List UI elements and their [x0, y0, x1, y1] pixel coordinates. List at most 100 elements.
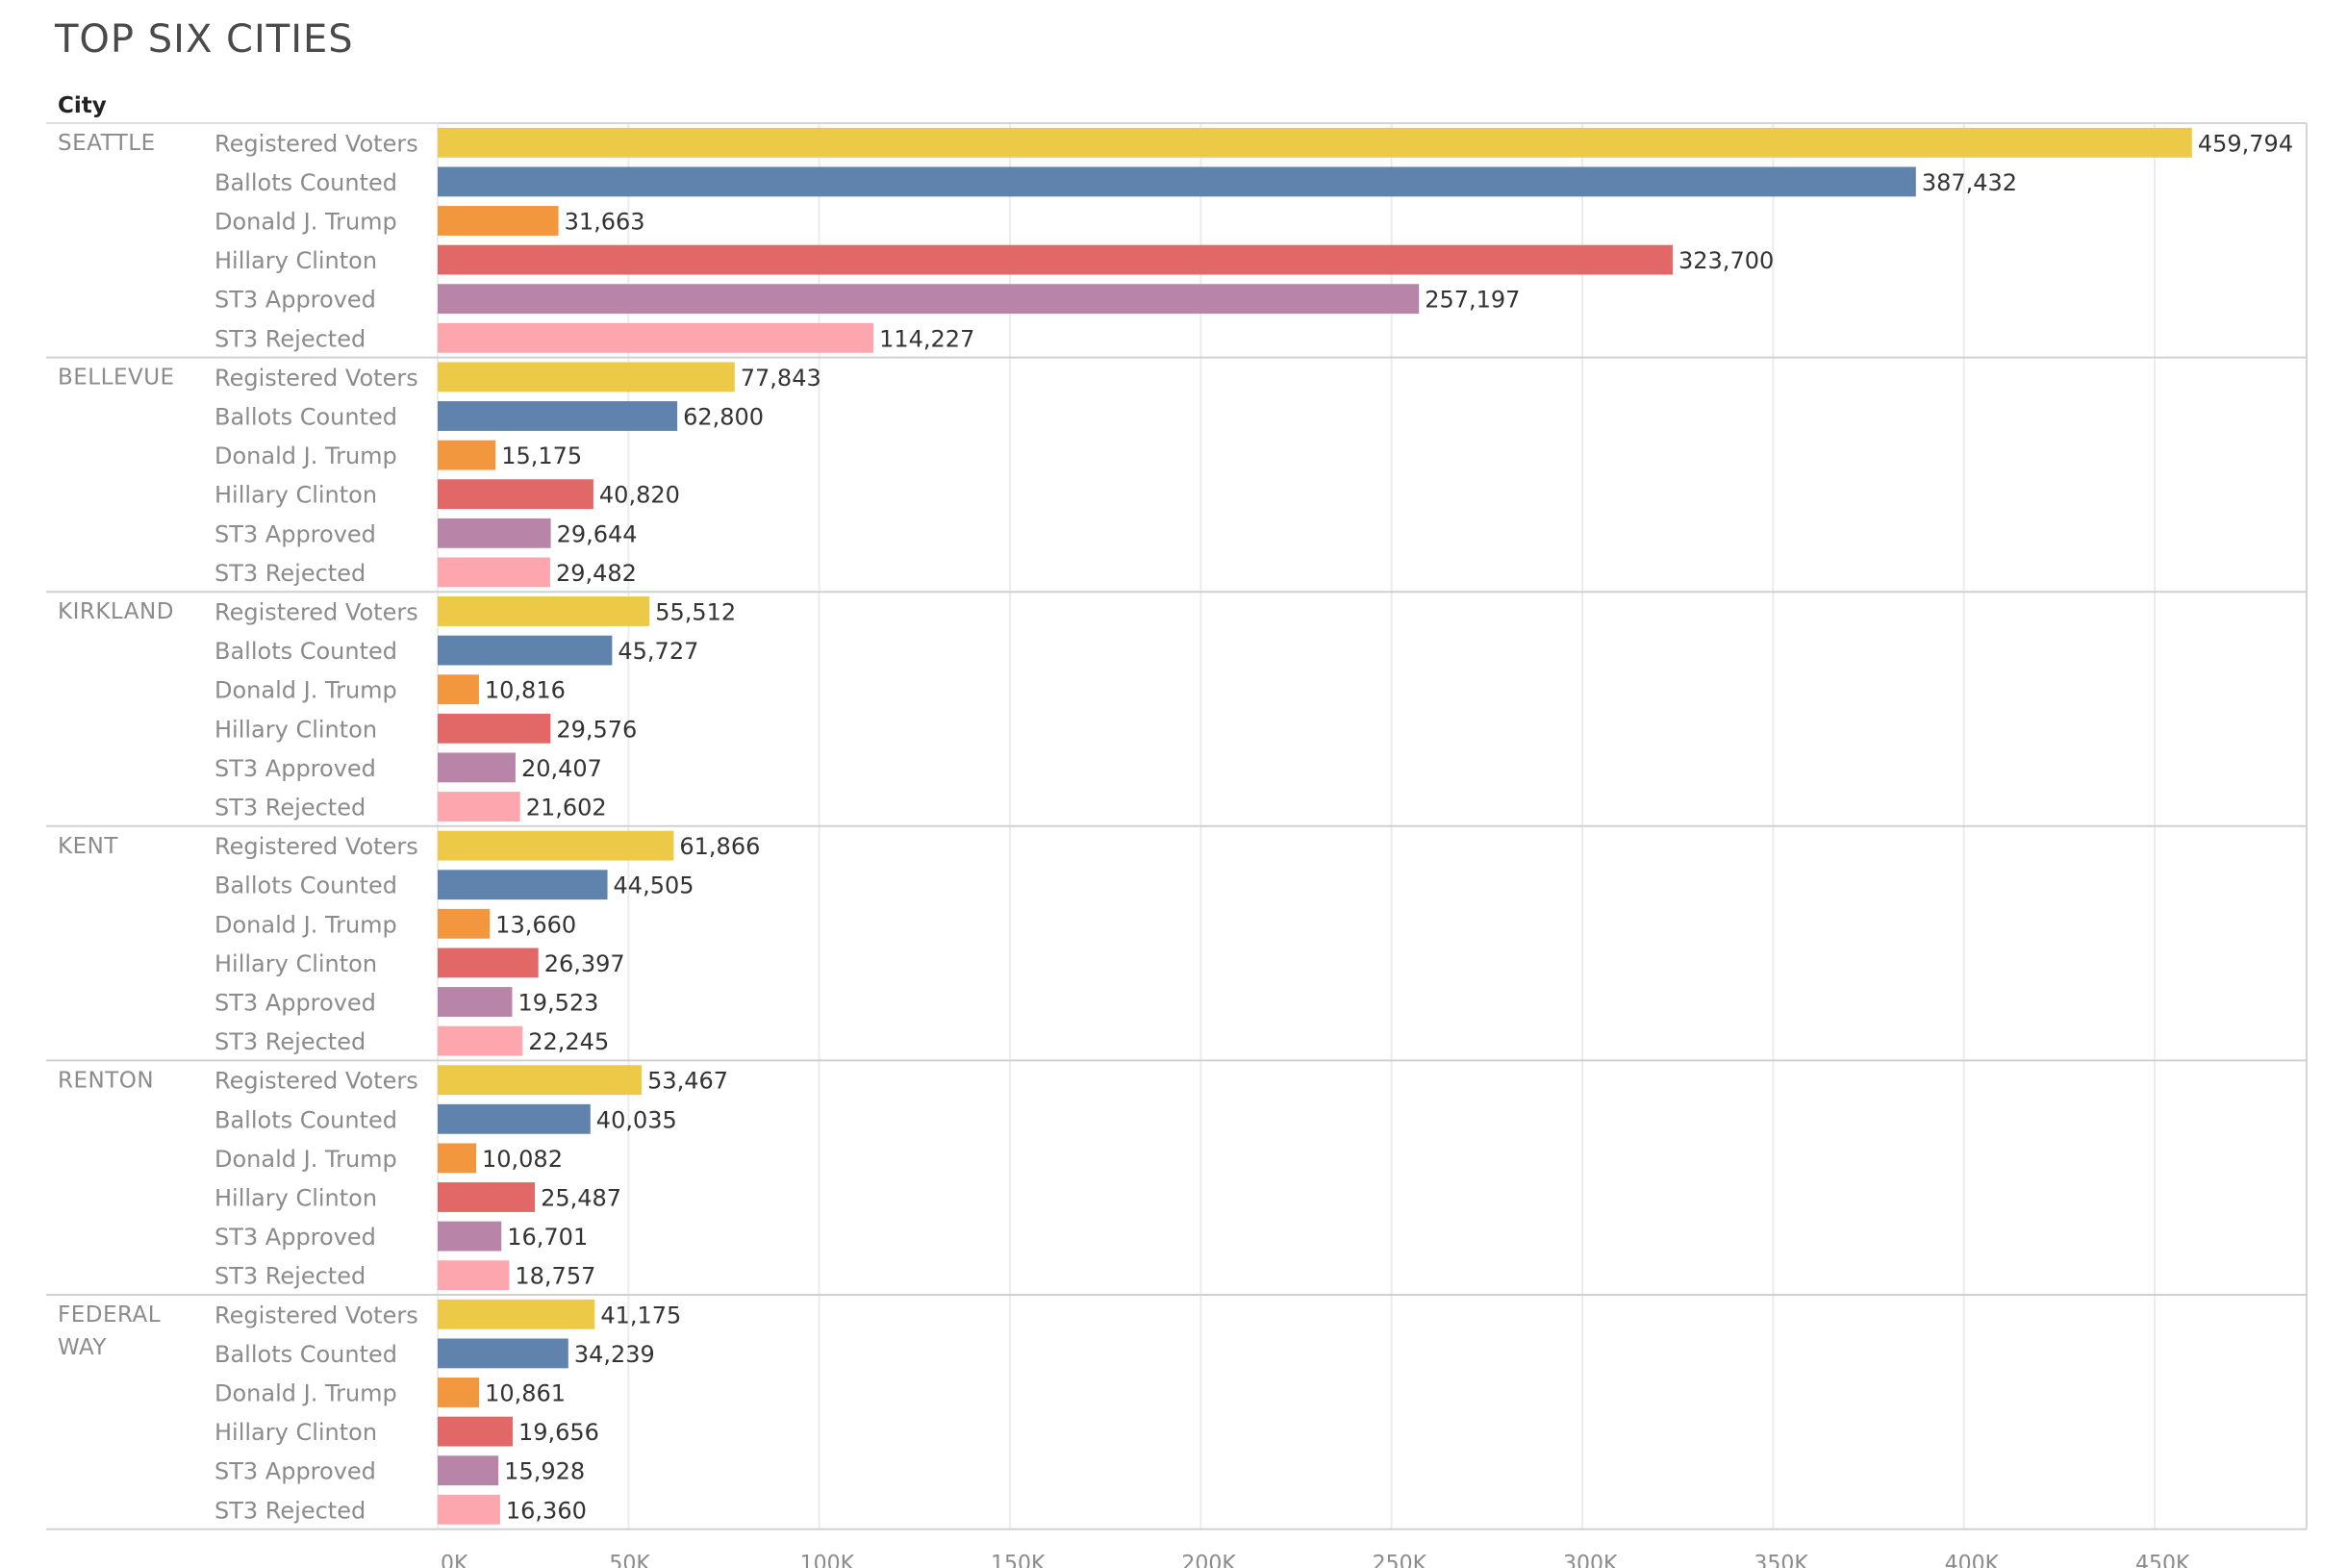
bar	[438, 987, 513, 1017]
bar	[438, 244, 1674, 275]
bar	[438, 1494, 500, 1525]
measure-label: Donald J. Trump	[215, 911, 397, 938]
measure-label: Registered Voters	[215, 130, 418, 157]
measure-label: Hillary Clinton	[215, 716, 377, 743]
bar	[438, 518, 551, 548]
value-label: 40,820	[599, 482, 680, 509]
measure-label: Ballots Counted	[215, 638, 397, 665]
measure-label: Registered Voters	[215, 1068, 418, 1095]
row-header-label: City	[58, 93, 107, 118]
measure-label: ST3 Approved	[215, 990, 376, 1017]
measure-label: ST3 Approved	[215, 1458, 376, 1485]
city-label: BELLEVUE	[58, 366, 175, 391]
value-label: 53,467	[647, 1068, 728, 1095]
bar	[438, 1025, 523, 1056]
bar	[438, 166, 1916, 197]
value-label: 29,482	[556, 560, 637, 587]
bar	[438, 1143, 476, 1174]
value-label: 15,175	[501, 443, 582, 469]
bar	[438, 1338, 568, 1369]
x-tick-label: 50K	[609, 1553, 650, 1568]
value-label: 387,432	[1922, 169, 2017, 196]
bar	[438, 596, 650, 626]
bar	[438, 401, 678, 431]
x-tick-label: 400K	[1945, 1553, 2000, 1568]
bar	[438, 1455, 499, 1486]
measure-label: Registered Voters	[215, 833, 418, 860]
bar	[438, 440, 496, 470]
measure-label: Hillary Clinton	[215, 482, 377, 509]
bar	[438, 127, 2192, 158]
value-label: 62,800	[683, 404, 764, 431]
city-label: KENT	[58, 834, 118, 859]
value-label: 257,197	[1425, 287, 1520, 314]
measure-label: ST3 Rejected	[215, 1263, 366, 1290]
bar	[438, 908, 491, 939]
bar	[438, 1378, 480, 1407]
bar	[438, 1221, 502, 1252]
measure-label: Registered Voters	[215, 1302, 418, 1328]
measure-label: Donald J. Trump	[215, 1146, 397, 1173]
measure-label: ST3 Approved	[215, 755, 376, 782]
bar	[438, 557, 550, 588]
measure-label: Hillary Clinton	[215, 247, 377, 274]
value-label: 29,644	[557, 520, 638, 547]
value-label: 31,663	[565, 209, 645, 236]
value-label: 22,245	[528, 1028, 609, 1055]
bar	[438, 752, 516, 783]
measure-label: Ballots Counted	[215, 169, 397, 196]
x-tick-label: 0K	[441, 1553, 468, 1568]
measure-label: Hillary Clinton	[215, 1419, 377, 1446]
value-label: 45,727	[618, 638, 698, 665]
bar	[438, 322, 874, 353]
measure-label: Donald J. Trump	[215, 677, 397, 704]
measure-label: Registered Voters	[215, 365, 418, 392]
x-tick-label: 150K	[991, 1553, 1046, 1568]
bar	[438, 362, 735, 392]
measure-label: ST3 Rejected	[215, 1028, 366, 1055]
value-label: 10,861	[485, 1380, 566, 1407]
value-label: 323,700	[1678, 247, 1774, 274]
value-label: 16,360	[506, 1497, 587, 1524]
value-label: 15,928	[504, 1458, 585, 1485]
measure-label: ST3 Approved	[215, 520, 376, 547]
chart-title: TOP SIX CITIES	[55, 17, 354, 62]
city-label: SEATTLE	[58, 131, 156, 156]
measure-label: ST3 Rejected	[215, 560, 366, 587]
x-tick-label: 200K	[1181, 1553, 1236, 1568]
city-label: FEDERAL	[58, 1302, 161, 1328]
measure-label: ST3 Approved	[215, 1224, 376, 1251]
measure-label: Donald J. Trump	[215, 209, 397, 236]
value-label: 10,816	[485, 677, 566, 704]
measure-label: Ballots Counted	[215, 404, 397, 431]
measure-label: ST3 Rejected	[215, 795, 366, 822]
value-label: 16,701	[507, 1224, 588, 1251]
bar	[438, 479, 593, 510]
bar	[438, 1416, 513, 1447]
value-label: 20,407	[521, 755, 602, 782]
bar	[438, 948, 539, 978]
x-tick-label: 450K	[2135, 1553, 2190, 1568]
value-label: 29,576	[556, 716, 637, 743]
bar	[438, 206, 559, 236]
bar	[438, 713, 551, 744]
measure-label: Hillary Clinton	[215, 1185, 377, 1212]
value-label: 10,082	[482, 1146, 563, 1173]
value-label: 21,602	[526, 795, 607, 822]
value-label: 19,523	[517, 990, 598, 1017]
bar	[438, 1182, 536, 1212]
measure-label: ST3 Approved	[215, 287, 376, 314]
value-label: 459,794	[2198, 130, 2293, 157]
value-label: 41,175	[600, 1302, 681, 1328]
bar	[438, 792, 520, 822]
value-label: 13,660	[495, 911, 576, 938]
measure-label: Donald J. Trump	[215, 1380, 397, 1407]
value-label: 55,512	[655, 599, 736, 626]
value-label: 19,656	[518, 1419, 599, 1446]
city-label: KIRKLAND	[58, 599, 174, 624]
x-tick-label: 100K	[800, 1553, 855, 1568]
measure-label: Ballots Counted	[215, 873, 397, 899]
value-label: 25,487	[541, 1185, 621, 1212]
bar	[438, 870, 608, 900]
